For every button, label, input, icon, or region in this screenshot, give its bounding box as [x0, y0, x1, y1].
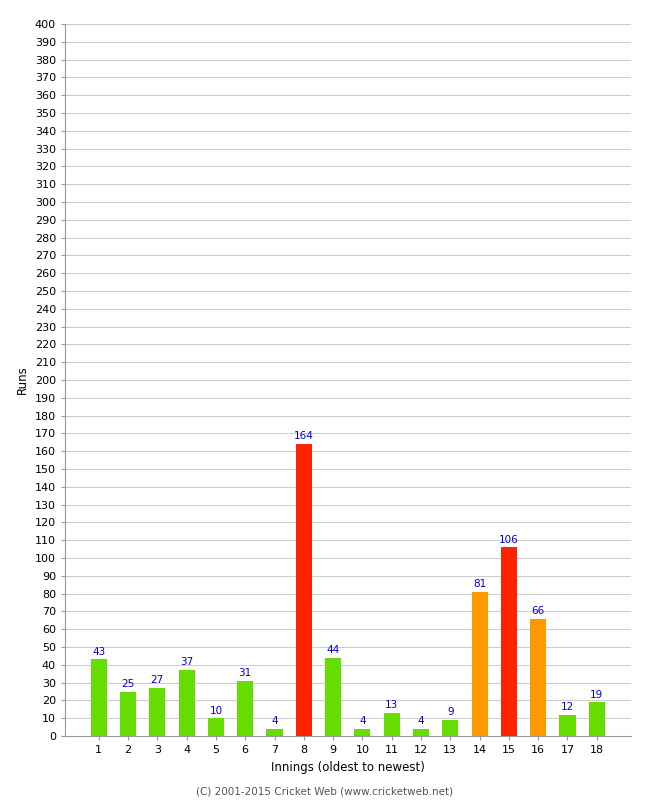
Bar — [354, 729, 370, 736]
Bar — [471, 592, 488, 736]
Text: 4: 4 — [359, 716, 366, 726]
Bar — [413, 729, 429, 736]
Text: 25: 25 — [122, 679, 135, 689]
X-axis label: Innings (oldest to newest): Innings (oldest to newest) — [271, 761, 424, 774]
Text: 106: 106 — [499, 534, 519, 545]
Bar — [208, 718, 224, 736]
Bar — [91, 659, 107, 736]
Text: 4: 4 — [418, 716, 424, 726]
Text: 44: 44 — [326, 645, 340, 655]
Bar — [325, 658, 341, 736]
Bar — [442, 720, 458, 736]
Bar — [237, 681, 254, 736]
Text: 4: 4 — [271, 716, 278, 726]
Text: 66: 66 — [532, 606, 545, 616]
Bar — [589, 702, 604, 736]
Bar — [384, 713, 400, 736]
Y-axis label: Runs: Runs — [16, 366, 29, 394]
Text: 12: 12 — [561, 702, 574, 712]
Text: 164: 164 — [294, 431, 314, 442]
Bar — [120, 691, 136, 736]
Text: 27: 27 — [151, 675, 164, 686]
Bar — [266, 729, 283, 736]
Text: 81: 81 — [473, 579, 486, 589]
Text: 9: 9 — [447, 707, 454, 718]
Bar — [150, 688, 165, 736]
Bar — [296, 444, 312, 736]
Bar — [500, 547, 517, 736]
Text: (C) 2001-2015 Cricket Web (www.cricketweb.net): (C) 2001-2015 Cricket Web (www.cricketwe… — [196, 786, 454, 796]
Text: 19: 19 — [590, 690, 603, 699]
Text: 37: 37 — [180, 658, 193, 667]
Bar — [560, 714, 575, 736]
Text: 13: 13 — [385, 700, 398, 710]
Bar — [179, 670, 195, 736]
Text: 43: 43 — [92, 646, 105, 657]
Bar — [530, 618, 546, 736]
Text: 31: 31 — [239, 668, 252, 678]
Text: 10: 10 — [209, 706, 222, 715]
